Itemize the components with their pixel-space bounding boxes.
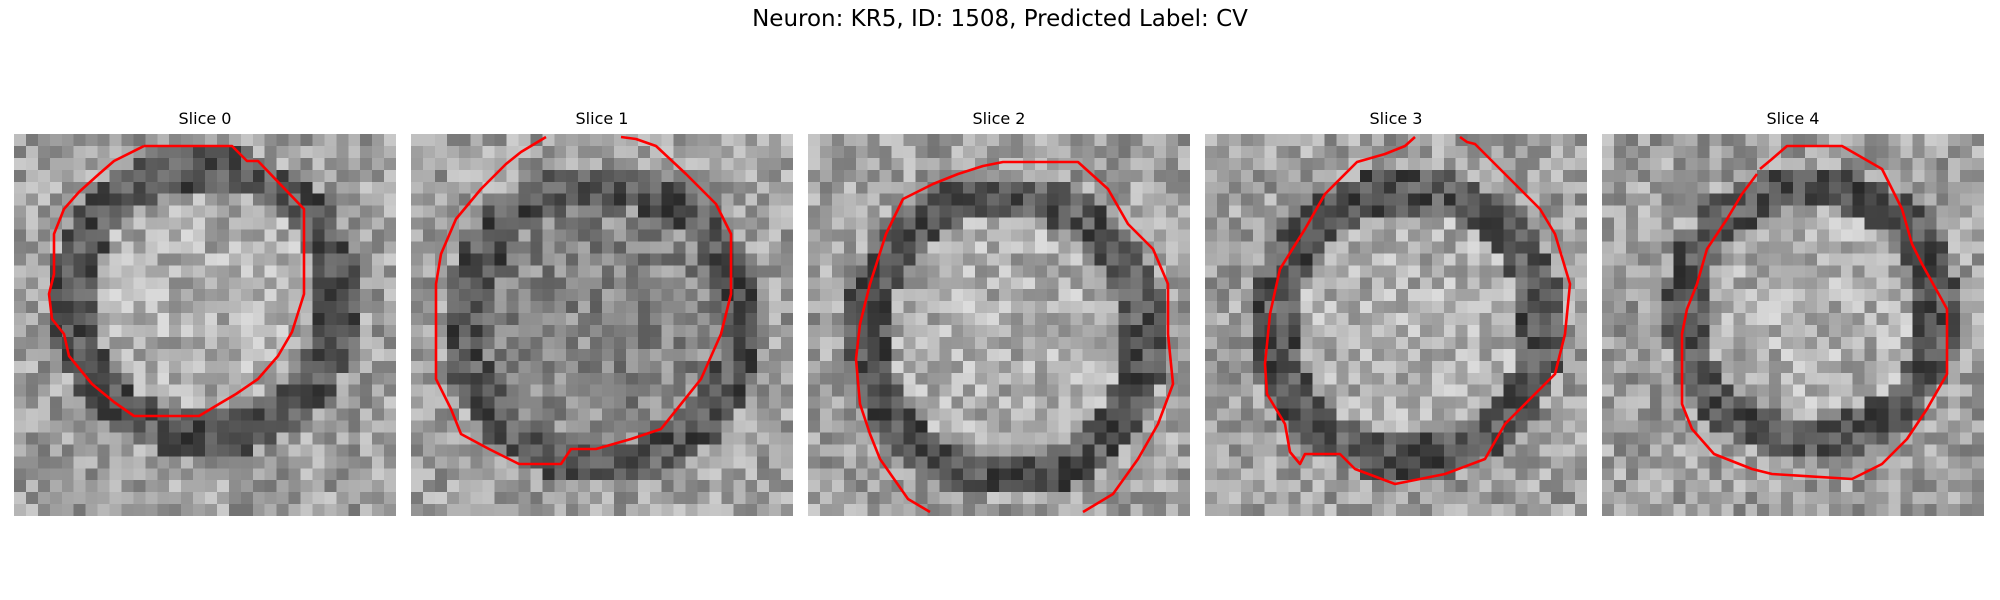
cell-contour — [1263, 135, 1572, 486]
figure-title: Neuron: KR5, ID: 1508, Predicted Label: … — [752, 6, 1248, 32]
cell-contour — [1680, 144, 1949, 481]
cell-contour — [47, 144, 306, 418]
slice-title: Slice 3 — [1369, 109, 1423, 128]
cell-contour — [854, 160, 1175, 514]
slice-panel-4: Slice 4 — [1602, 108, 1984, 516]
slice-title: Slice 2 — [972, 109, 1026, 128]
slice-panel-0: Slice 0 — [14, 108, 396, 516]
slice-panel-3: Slice 3 — [1205, 108, 1587, 516]
slice-title: Slice 1 — [575, 109, 629, 128]
slice-panel-1: Slice 1 — [411, 108, 793, 516]
slice-image — [14, 134, 396, 516]
slice-image — [808, 134, 1190, 516]
slice-panel-2: Slice 2 — [808, 108, 1190, 516]
slice-image — [1602, 134, 1984, 516]
cell-contour — [434, 135, 733, 466]
slice-title: Slice 4 — [1766, 109, 1820, 128]
slice-title: Slice 0 — [178, 109, 232, 128]
